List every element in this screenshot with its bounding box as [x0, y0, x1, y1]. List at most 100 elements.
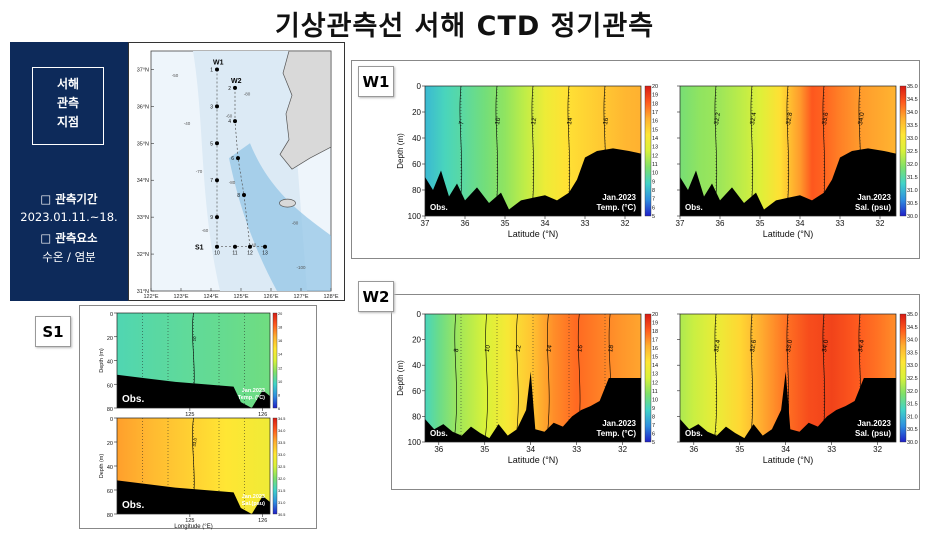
colorbar-tick-label: 8: [278, 393, 280, 397]
contour-label: 18: [607, 344, 615, 353]
x-tick-label: 36: [461, 219, 470, 228]
w2-sal-colorbar: [899, 313, 907, 443]
land-jeju: [279, 198, 296, 208]
station-map: 37°N 36°N 35°N 34°N 33°N 32°N 31°N 122°E 123°E 12…: [128, 42, 345, 301]
colorbar-tick-label: 13: [652, 145, 658, 151]
w2-temp-obs-label: Obs.: [430, 429, 448, 438]
colorbar-tick-label: 16: [652, 346, 658, 352]
colorbar-tick-label: 33.5: [278, 441, 285, 445]
colorbar-tick-label: 12: [652, 153, 658, 159]
colorbar-tick-label: 31.0: [907, 414, 918, 420]
colorbar-tick-label: 6: [652, 431, 655, 437]
map-lat-label: 31°N: [137, 289, 149, 295]
colorbar-tick-label: 16: [278, 339, 282, 343]
station-number: 3: [210, 104, 213, 110]
y-tick-label: 20: [107, 336, 113, 342]
station-marker: [242, 193, 246, 197]
contour-label: 33.0: [192, 437, 199, 447]
map-lat-label: 35°N: [137, 141, 149, 147]
s1-temp-info-label: Jan.2023: [242, 388, 265, 394]
w2-sal-info-label: Sal. (psu): [855, 429, 891, 438]
map-lon-label: 123°E: [173, 294, 188, 300]
station-number: 7: [210, 178, 213, 184]
y-tick-label: 60: [412, 387, 421, 396]
colorbar-tick-label: 17: [652, 338, 658, 344]
x-axis-label: Latitude (°N): [508, 229, 559, 239]
station-marker: [215, 141, 219, 146]
map-lon-label: 127°E: [293, 294, 308, 300]
contour-label: 10: [484, 344, 492, 353]
colorbar-tick-label: 20: [652, 312, 658, 318]
colorbar-tick-label: 14: [652, 136, 658, 142]
colorbar-tick-label: 35.0: [907, 312, 918, 318]
x-axis-label: Latitude (°N): [763, 229, 814, 239]
y-tick-label: 40: [412, 134, 421, 143]
contour-label: 14: [546, 344, 554, 353]
x-axis-label: Longitude (°E): [174, 524, 212, 530]
station-marker: [215, 104, 219, 109]
contour-label: 10: [494, 117, 502, 126]
x-tick-label: 34: [526, 445, 535, 454]
station-marker: [215, 215, 219, 220]
colorbar-tick-label: 10: [278, 380, 282, 384]
map-contour-label: -80: [229, 180, 236, 185]
w2-temp-info-label: Temp. (°C): [597, 429, 637, 438]
y-tick-label: 40: [107, 360, 113, 366]
contour-label: 33.0: [785, 339, 794, 353]
colorbar-tick-label: 32.0: [278, 477, 285, 481]
map-lon-label: 125°E: [233, 294, 248, 300]
colorbar-tick-label: 8: [652, 188, 655, 194]
colorbar-tick-label: 34.0: [907, 110, 918, 116]
x-tick-label: 35: [735, 445, 744, 454]
contour-label: 16: [576, 344, 584, 353]
colorbar-tick-label: 20: [278, 312, 282, 316]
colorbar-tick-label: 20: [652, 84, 658, 90]
colorbar-tick-label: 12: [652, 380, 658, 386]
y-tick-label: 0: [110, 312, 113, 318]
y-axis-label: Depth (m): [99, 348, 105, 373]
map-lon-label: 126°E: [263, 294, 278, 300]
y-tick-label: 80: [412, 412, 421, 421]
w1-sal-colorbar: [899, 85, 907, 217]
w1-sal-frame: [679, 85, 897, 217]
x-tick-label: 33: [581, 219, 590, 228]
contour-label: 14: [566, 117, 574, 126]
colorbar-tick-label: 31.5: [907, 175, 918, 181]
w1-sal-info-label: Jan.2023: [857, 193, 891, 202]
colorbar-tick-label: 33.0: [278, 453, 285, 457]
colorbar-tick-label: 33.5: [907, 350, 918, 356]
colorbar-tick-label: 30.5: [278, 513, 285, 517]
y-tick-label: 20: [412, 336, 421, 345]
contour-line: [546, 313, 550, 443]
w1-map-label: W1: [213, 59, 224, 66]
station-heading-line: 서해: [56, 77, 80, 91]
colorbar-tick-label: 31.0: [278, 501, 285, 505]
colorbar-tick-label: 5: [652, 214, 655, 220]
w1-sal-obs-label: Obs.: [685, 203, 703, 212]
colorbar-tick-label: 16: [652, 119, 658, 125]
bathymetry-deep: [229, 143, 331, 291]
contour-label: 34.0: [821, 339, 830, 353]
s1-temp-colorbar: [272, 312, 278, 409]
w2-temp-colorbar: [644, 313, 652, 443]
y-tick-label: 80: [107, 513, 113, 519]
y-tick-label: 20: [107, 441, 113, 447]
contour-label: 7: [458, 120, 466, 125]
colorbar-tick-label: 10: [652, 397, 658, 403]
x-tick-label: 126: [258, 518, 267, 524]
y-tick-label: 100: [408, 212, 422, 221]
station-number: 11: [232, 251, 237, 257]
colorbar-tick-label: 9: [652, 179, 655, 185]
station-number: 13: [262, 251, 268, 257]
colorbar-tick-label: 14: [652, 363, 658, 369]
x-tick-label: 37: [676, 219, 685, 228]
x-tick-label: 33: [836, 219, 845, 228]
x-axis-label: Latitude (°N): [508, 455, 559, 465]
station-marker: [215, 178, 219, 183]
station-heading-line: 관측: [56, 96, 80, 110]
